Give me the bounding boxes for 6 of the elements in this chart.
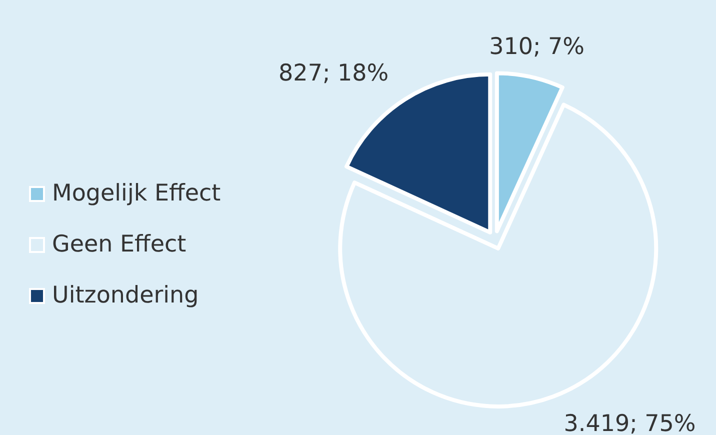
legend-label: Mogelijk Effect — [52, 180, 221, 206]
legend-label: Uitzondering — [52, 282, 199, 308]
data-label: 827; 18% — [278, 60, 389, 86]
data-label: 3.419; 75% — [564, 410, 696, 435]
legend-label: Geen Effect — [52, 231, 186, 258]
data-label: 310; 7% — [489, 34, 585, 60]
